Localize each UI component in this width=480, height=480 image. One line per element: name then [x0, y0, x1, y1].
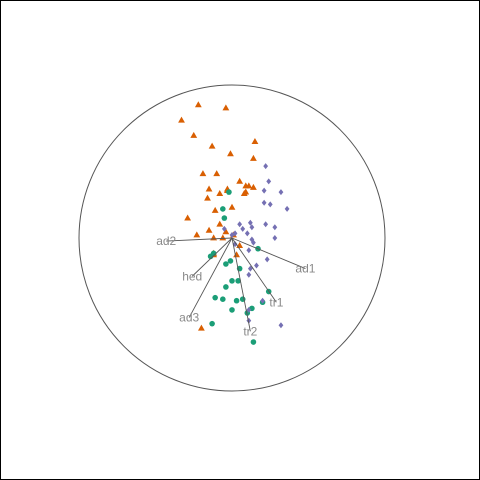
variable-label-ad1: ad1	[295, 262, 315, 276]
point-triangle-35	[233, 251, 240, 258]
point-triangle-19	[216, 190, 224, 197]
point-diamond-30	[278, 322, 284, 329]
point-triangle-31	[210, 234, 218, 241]
point-triangle-25	[216, 220, 224, 227]
variable-vectors	[166, 237, 306, 332]
point-diamond-2	[266, 178, 272, 185]
point-diamond-24	[254, 262, 259, 269]
point-triangle-9	[199, 170, 207, 177]
point-triangle-27	[222, 228, 230, 235]
point-triangle-36	[198, 324, 205, 331]
point-diamond-22	[246, 247, 252, 254]
point-diamond-6	[267, 201, 273, 208]
point-triangle-6	[208, 142, 216, 149]
variable-label-ad2: ad2	[156, 234, 176, 248]
point-diamond-8	[247, 219, 253, 226]
point-triangle-13	[245, 182, 253, 189]
observation-points	[178, 101, 290, 345]
point-diamond-10	[263, 221, 269, 228]
correlation-circle	[78, 84, 386, 392]
point-triangle-21	[204, 194, 211, 201]
point-diamond-20	[251, 239, 256, 246]
point-triangle-2	[222, 104, 230, 111]
point-diamond-28	[246, 317, 252, 324]
point-triangle-8	[250, 154, 257, 161]
vector-ad2	[166, 237, 233, 242]
point-diamond-27	[246, 306, 252, 313]
point-circle-7	[227, 258, 234, 264]
point-triangle-30	[219, 234, 227, 241]
point-triangle-20	[240, 190, 248, 197]
point-triangle-11	[236, 177, 244, 184]
point-triangle-3	[178, 116, 185, 123]
point-circle-14	[212, 294, 218, 301]
point-triangle-28	[193, 231, 201, 238]
point-diamond-17	[229, 231, 235, 238]
point-circle-12	[223, 284, 229, 290]
point-triangle-23	[211, 206, 219, 213]
point-diamond-1	[263, 163, 269, 170]
point-diamond-9	[249, 224, 255, 231]
point-circle-15	[220, 296, 226, 303]
point-triangle-15	[205, 185, 213, 192]
variable-label-tr2: tr2	[243, 324, 257, 338]
point-diamond-23	[264, 256, 270, 263]
point-triangle-14	[250, 183, 257, 190]
vector-tr1	[231, 237, 277, 303]
point-circle-1	[226, 189, 232, 195]
point-triangle-4	[190, 131, 198, 138]
point-diamond-14	[221, 225, 227, 232]
point-diamond-16	[244, 230, 250, 237]
point-diamond-13	[240, 225, 246, 232]
point-circle-20	[229, 307, 235, 313]
variable-label-ad3: ad3	[179, 311, 199, 325]
point-circle-16	[233, 297, 240, 304]
point-triangle-24	[184, 214, 192, 221]
point-diamond-29	[260, 297, 265, 304]
point-triangle-7	[227, 150, 234, 157]
point-diamond-11	[237, 221, 243, 228]
point-circle-23	[250, 339, 257, 345]
point-diamond-5	[261, 199, 267, 206]
point-triangle-26	[205, 226, 213, 233]
point-triangle-1	[194, 101, 202, 108]
point-circle-6	[223, 261, 229, 267]
point-diamond-19	[272, 235, 278, 241]
point-diamond-12	[272, 224, 278, 231]
vector-hed	[191, 237, 233, 277]
point-circle-3	[221, 215, 228, 221]
point-circle-2	[220, 206, 226, 212]
point-diamond-26	[246, 271, 252, 278]
point-triangle-10	[213, 170, 221, 177]
point-diamond-7	[284, 205, 290, 212]
vector-ad1	[231, 237, 306, 270]
point-triangle-22	[228, 203, 236, 210]
point-circle-10	[229, 278, 235, 284]
vector-ad3	[188, 237, 233, 318]
variable-labels: ad2 hed ad3 ad1 tr1 tr2	[156, 234, 316, 338]
variable-label-hed: hed	[182, 269, 202, 283]
point-diamond-4	[278, 189, 284, 196]
vector-tr2	[231, 237, 251, 332]
point-circle-11	[235, 278, 241, 284]
point-circle-22	[209, 320, 215, 327]
variable-label-tr1: tr1	[269, 295, 283, 309]
point-triangle-5	[251, 138, 259, 145]
point-diamond-3	[261, 187, 267, 194]
